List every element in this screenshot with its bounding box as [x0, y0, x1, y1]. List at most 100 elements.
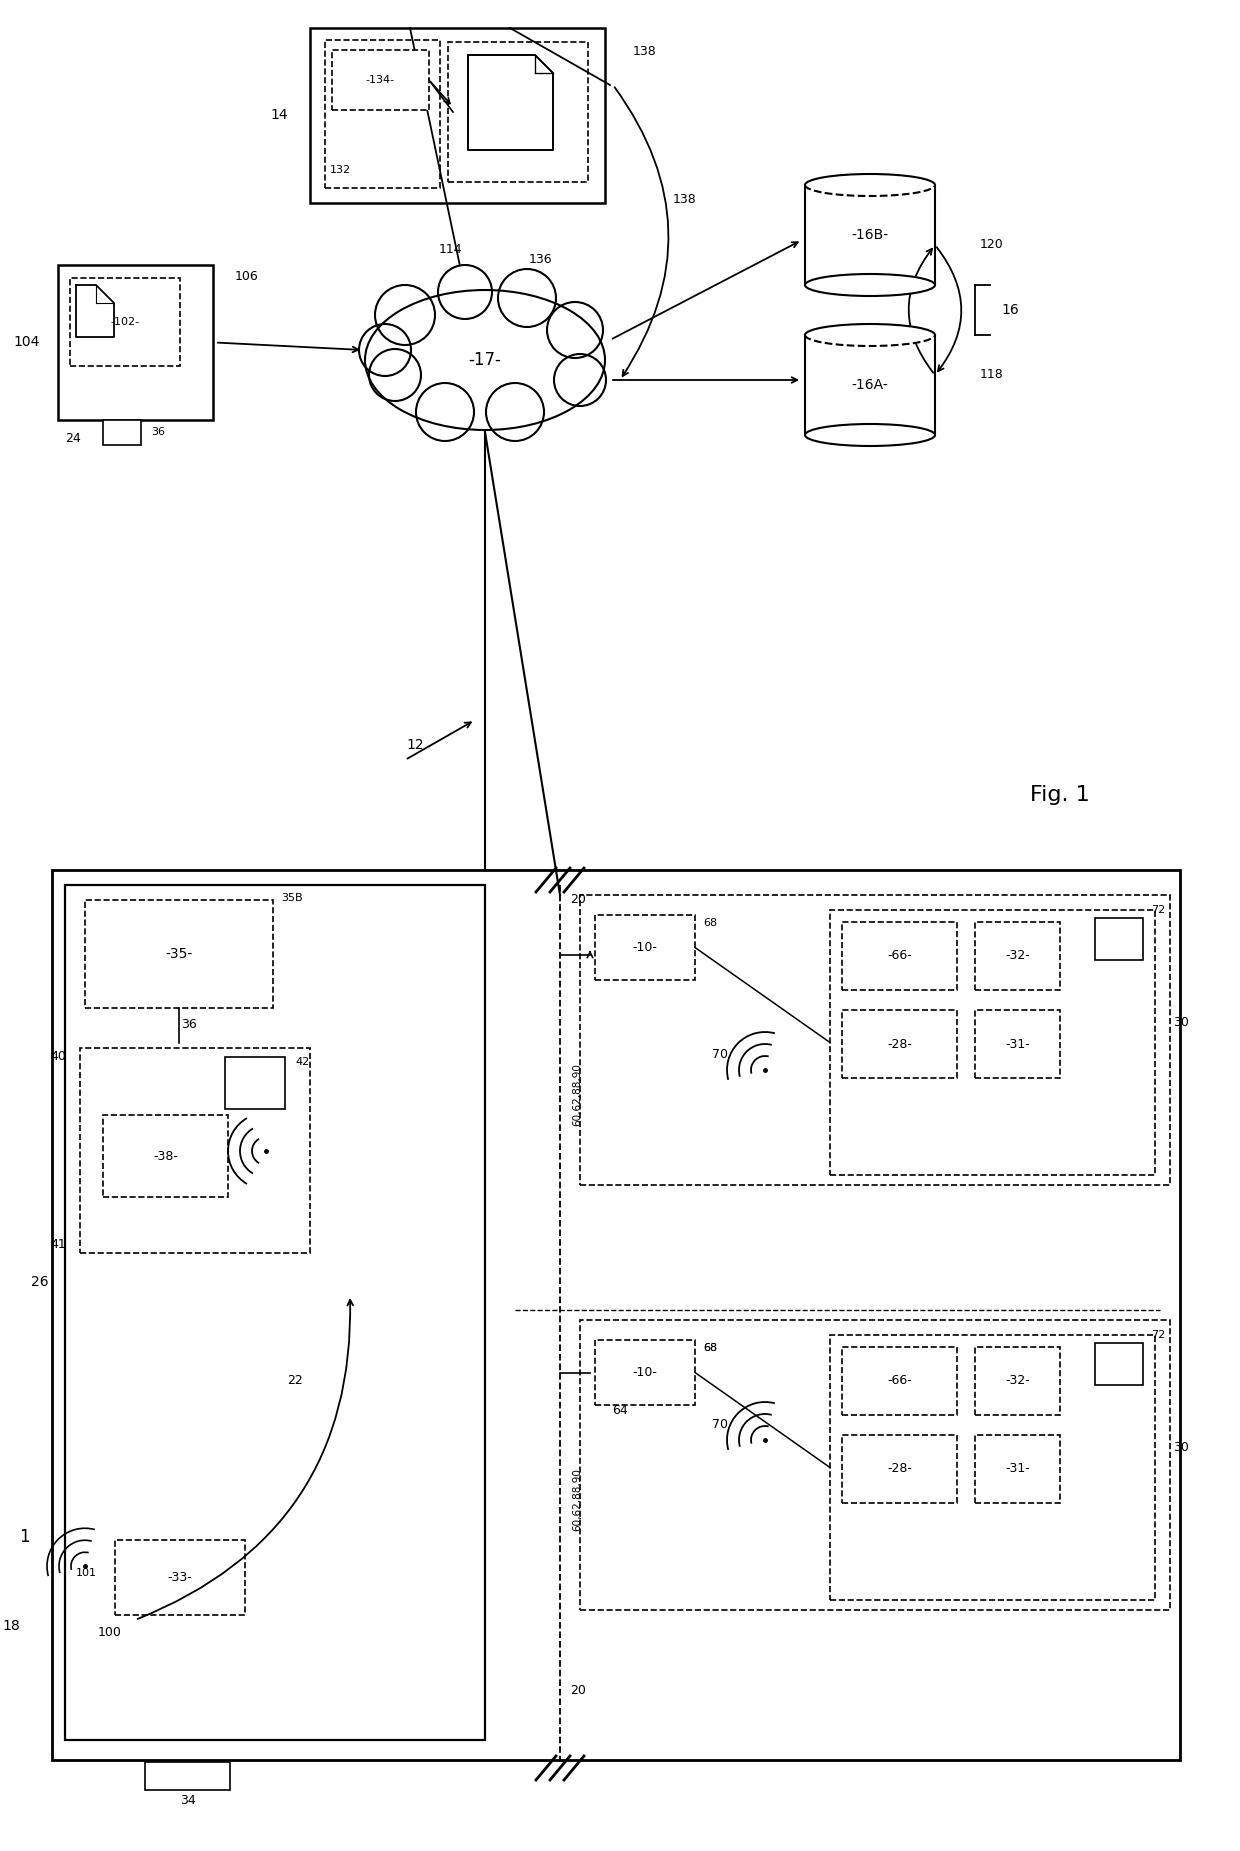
Text: -10-: -10-	[632, 940, 657, 953]
Text: -32-: -32-	[1006, 950, 1030, 963]
Text: 132: 132	[330, 165, 351, 176]
Text: -16B-: -16B-	[852, 228, 889, 242]
Ellipse shape	[554, 354, 606, 405]
Bar	[1095, 918, 1143, 961]
Text: 72: 72	[1151, 1331, 1166, 1340]
Bar	[975, 1348, 1060, 1414]
Text: 26: 26	[31, 1275, 50, 1290]
Text: -134-: -134-	[366, 76, 396, 85]
Text: 60,62,88,90: 60,62,88,90	[572, 1064, 582, 1127]
Ellipse shape	[486, 383, 544, 441]
Text: 60,62,88,90: 60,62,88,90	[572, 1468, 582, 1531]
Text: 14: 14	[270, 109, 288, 122]
Text: -17-: -17-	[469, 352, 501, 368]
Bar	[1095, 1344, 1143, 1385]
Ellipse shape	[370, 350, 422, 402]
Bar	[325, 41, 440, 189]
Text: -31-: -31-	[1006, 1038, 1030, 1051]
Bar	[86, 900, 273, 1009]
Ellipse shape	[805, 274, 935, 296]
Ellipse shape	[498, 268, 556, 328]
Text: 42: 42	[295, 1057, 309, 1066]
Text: -31-: -31-	[1006, 1462, 1030, 1475]
Text: 100: 100	[98, 1627, 122, 1640]
Bar	[842, 1435, 957, 1503]
Text: 70: 70	[712, 1418, 728, 1431]
Ellipse shape	[365, 291, 605, 429]
Text: 106: 106	[236, 270, 259, 283]
Text: 68: 68	[703, 1344, 717, 1353]
Bar	[115, 1540, 246, 1616]
Text: -10-: -10-	[632, 1366, 657, 1379]
Polygon shape	[467, 56, 553, 150]
Bar	[332, 50, 429, 109]
Text: 138: 138	[634, 46, 657, 59]
Bar	[595, 914, 694, 979]
Ellipse shape	[805, 174, 935, 196]
Bar	[580, 896, 1171, 1185]
Text: 12: 12	[407, 739, 424, 752]
Bar	[580, 1320, 1171, 1610]
Bar	[842, 1348, 957, 1414]
Text: 68: 68	[703, 1344, 717, 1353]
Bar	[975, 1435, 1060, 1503]
Bar	[58, 265, 213, 420]
Bar	[310, 28, 605, 204]
Text: 20: 20	[570, 894, 585, 907]
Text: 72: 72	[1151, 905, 1166, 914]
Bar	[975, 1011, 1060, 1077]
Bar	[595, 1340, 694, 1405]
Text: 104: 104	[14, 335, 40, 350]
Text: 22: 22	[288, 1373, 303, 1386]
Text: 118: 118	[980, 368, 1003, 381]
Ellipse shape	[805, 424, 935, 446]
Text: 120: 120	[980, 239, 1003, 252]
Ellipse shape	[415, 383, 474, 441]
Ellipse shape	[438, 265, 492, 318]
Bar	[224, 1057, 285, 1109]
Bar	[52, 870, 1180, 1760]
Text: 101: 101	[76, 1568, 97, 1577]
Text: -28-: -28-	[887, 1038, 911, 1051]
Text: 24: 24	[66, 431, 81, 444]
Text: 35B: 35B	[281, 892, 303, 903]
Bar	[64, 885, 485, 1740]
Bar	[448, 43, 588, 181]
Bar	[830, 911, 1154, 1175]
Bar	[103, 420, 141, 444]
Text: 36: 36	[151, 428, 165, 437]
Text: -66-: -66-	[887, 1375, 911, 1388]
Bar	[975, 922, 1060, 990]
Text: 114: 114	[438, 244, 461, 257]
Bar	[805, 185, 935, 285]
Text: 40: 40	[50, 1050, 66, 1062]
Bar	[69, 278, 180, 366]
Text: 136: 136	[528, 254, 552, 267]
Text: 68: 68	[703, 918, 717, 927]
Polygon shape	[76, 285, 114, 337]
Text: -66-: -66-	[887, 950, 911, 963]
Text: 30: 30	[1173, 1016, 1189, 1029]
Bar	[842, 922, 957, 990]
Ellipse shape	[547, 302, 603, 357]
Bar	[81, 1048, 310, 1253]
Text: -35-: -35-	[165, 948, 192, 961]
Text: 41: 41	[51, 1238, 66, 1251]
Bar	[805, 335, 935, 435]
Text: 34: 34	[180, 1794, 196, 1807]
Bar	[103, 1114, 228, 1198]
Text: 36: 36	[181, 1018, 197, 1031]
Text: 16: 16	[1001, 304, 1019, 317]
Text: -38-: -38-	[153, 1149, 177, 1162]
Text: -32-: -32-	[1006, 1375, 1030, 1388]
Ellipse shape	[374, 285, 435, 344]
Text: 1: 1	[20, 1529, 30, 1546]
Text: 70: 70	[712, 1048, 728, 1061]
Text: -16A-: -16A-	[852, 378, 888, 392]
Ellipse shape	[360, 324, 410, 376]
Text: 64: 64	[613, 1403, 627, 1416]
Text: -28-: -28-	[887, 1462, 911, 1475]
Text: 30: 30	[1173, 1440, 1189, 1455]
Text: Fig. 1: Fig. 1	[1030, 785, 1090, 805]
Text: -102-: -102-	[110, 317, 140, 328]
